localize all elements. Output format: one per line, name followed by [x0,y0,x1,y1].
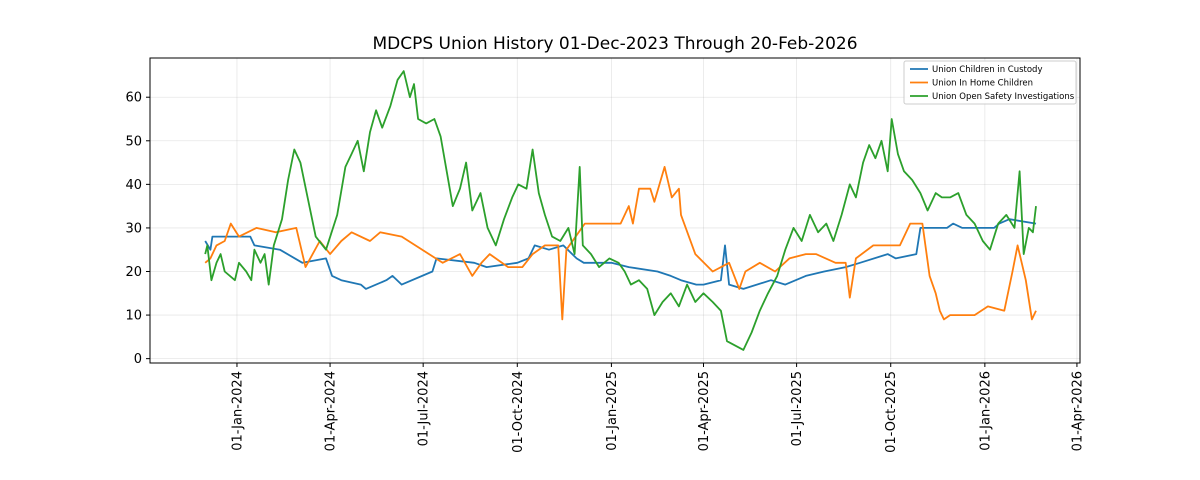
legend-box [903,60,1077,105]
legend: Union Children in Custody Union In Home C… [903,60,1077,105]
chart-title: MDCPS Union History 01-Dec-2023 Through … [372,34,857,54]
y-tick-label: 0 [134,352,142,367]
x-tick-label: 01-Jan-2026 [978,371,993,451]
legend-label: Union Open Safety Investigations [932,92,1075,102]
x-tick-label: 01-Jul-2025 [790,371,805,446]
legend-label: Union Children in Custody [932,65,1043,75]
grid-lines [150,58,1080,363]
x-tick-label: 01-Oct-2025 [884,371,899,453]
y-tick-label: 40 [125,178,142,193]
x-tick-label: 01-Jan-2025 [605,371,620,451]
x-tick-label: 01-Oct-2024 [511,371,526,453]
plot-area-frame [149,57,1081,364]
y-tick-label: 60 [125,91,142,106]
x-tick-label: 01-Apr-2025 [697,371,712,451]
x-tick-label: 01-Apr-2024 [324,371,339,451]
legend-label: Union In Home Children [932,79,1033,89]
series-line-union-children-in-custody [204,218,1037,290]
y-tick-label: 10 [125,309,142,324]
x-tick-label: 01-Jan-2024 [230,371,245,451]
series-lines [204,70,1037,351]
y-tick-label: 50 [125,134,142,149]
axis-ticks: 0 10 20 30 40 50 60 01-Jan-2024 01-Apr-2024 01-Ju… [125,91,1085,453]
y-tick-label: 20 [125,265,142,280]
x-tick-label: 01-Jul-2024 [417,371,432,446]
y-tick-label: 30 [125,221,142,236]
series-line-union-in-home-children [204,165,1037,321]
x-tick-label: 01-Apr-2026 [1070,371,1085,451]
series-line-union-open-safety-investigations [204,70,1037,351]
